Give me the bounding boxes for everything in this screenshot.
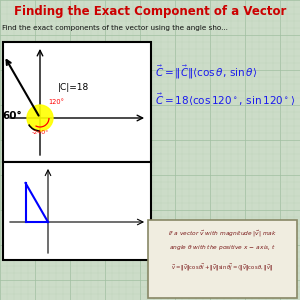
Text: -240°: -240°	[32, 130, 49, 134]
Text: Find the exact components of the vector using the angle sho...: Find the exact components of the vector …	[2, 25, 228, 31]
Bar	[148, 220, 297, 298]
Text: $\vec{v} = \|\vec{v}\|\cos\theta\vec{i} + \|\vec{v}\|\sin\theta\vec{j} = \langle: $\vec{v} = \|\vec{v}\|\cos\theta\vec{i} …	[171, 262, 274, 274]
Bar	[3, 42, 151, 162]
Text: 60°: 60°	[2, 111, 22, 121]
Text: |C|=18: |C|=18	[58, 83, 89, 92]
Text: angle $\theta$ with the positive $x-$ axis, t: angle $\theta$ with the positive $x-$ ax…	[169, 244, 276, 253]
Text: $\vec{C} = 18\langle \cos 120^\circ,\, \sin 120^\circ\rangle$: $\vec{C} = 18\langle \cos 120^\circ,\, \…	[155, 92, 295, 108]
Text: Finding the Exact Component of a Vector: Finding the Exact Component of a Vector	[14, 5, 286, 19]
Bar	[3, 162, 151, 260]
Text: $\vec{C} = \|\vec{C}\|\langle \cos\theta,\, \sin\theta \rangle$: $\vec{C} = \|\vec{C}\|\langle \cos\theta…	[155, 63, 257, 81]
Text: 120°: 120°	[48, 99, 64, 105]
Text: If a vector $\vec{v}$ with magnitude $|\vec{v}|$ mak: If a vector $\vec{v}$ with magnitude $|\…	[168, 229, 277, 239]
Circle shape	[27, 105, 53, 131]
